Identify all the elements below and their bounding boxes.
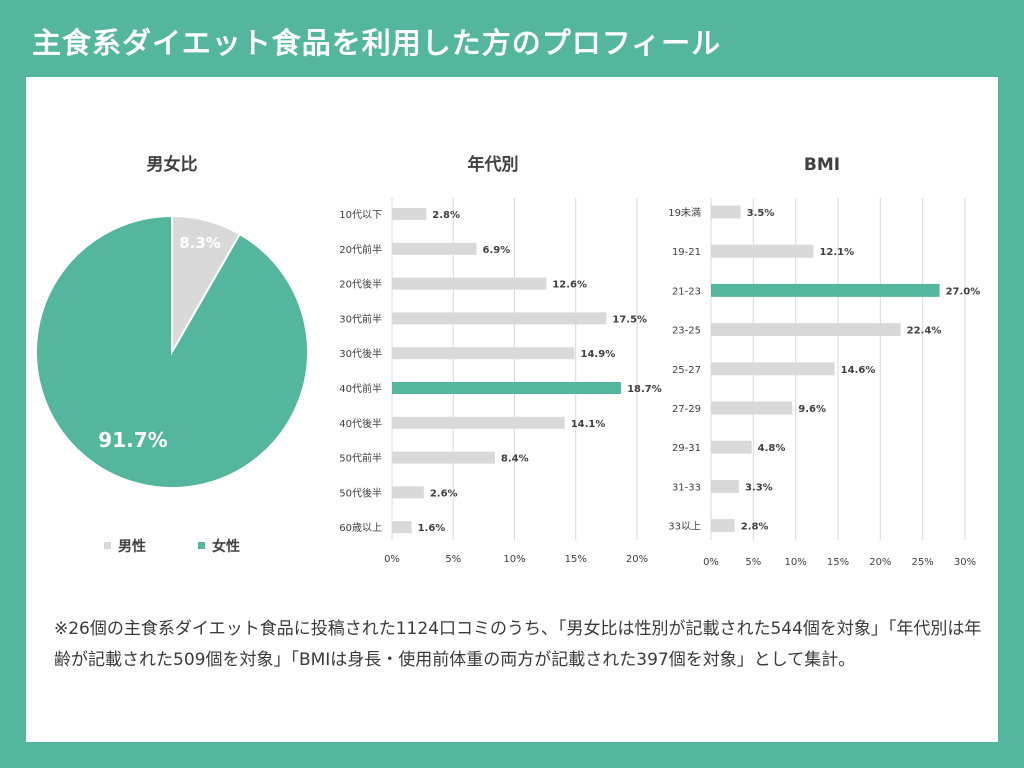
age-chart-bar-1 bbox=[392, 242, 477, 255]
bmi-chart-tick-label-3: 15% bbox=[827, 557, 849, 568]
gender-pie-chart: 男女比 8.3% 91.7% 男性 女性 bbox=[35, 154, 309, 555]
age-chart-bar-3 bbox=[392, 312, 607, 325]
age-chart-title: 年代別 bbox=[468, 154, 519, 175]
age-chart-value-label-1: 6.9% bbox=[483, 245, 511, 256]
bmi-chart-value-label-0: 3.5% bbox=[747, 208, 775, 219]
age-chart-tick-label-1: 5% bbox=[445, 554, 461, 565]
bmi-chart-category-label-4: 25-27 bbox=[672, 365, 701, 376]
age-chart-bar-9 bbox=[392, 521, 412, 534]
legend-label-1: 女性 bbox=[212, 538, 240, 555]
age-chart-value-label-3: 17.5% bbox=[612, 314, 647, 325]
age-chart-tick-label-3: 15% bbox=[565, 554, 587, 565]
age-chart-tick-label-2: 10% bbox=[503, 554, 525, 565]
footnote: ※26個の主食系ダイエット食品に投稿された1124口コミのうち、「男女比は性別が… bbox=[54, 619, 982, 670]
legend-swatch-0 bbox=[104, 542, 111, 549]
age-chart-value-label-7: 8.4% bbox=[501, 454, 529, 465]
age-chart-bar-0 bbox=[392, 208, 427, 220]
bmi-chart-tick-label-6: 30% bbox=[954, 557, 976, 568]
bmi-chart-bar-2 bbox=[711, 283, 940, 297]
pie-slice-1 bbox=[35, 214, 309, 489]
age-chart-value-label-5: 18.7% bbox=[627, 384, 662, 395]
age-chart-category-label-2: 20代後半 bbox=[339, 278, 382, 291]
bmi-chart-bar-1 bbox=[711, 244, 814, 258]
bmi-chart-tick-label-0: 0% bbox=[703, 557, 719, 568]
bmi-chart-category-label-3: 23-25 bbox=[672, 326, 701, 337]
bmi-chart-tick-label-4: 20% bbox=[869, 557, 891, 568]
bmi-chart-category-label-6: 29-31 bbox=[672, 443, 701, 454]
age-chart-bar-8 bbox=[392, 486, 424, 499]
bmi-chart-category-label-8: 33以上 bbox=[668, 521, 701, 533]
bmi-chart-value-label-5: 9.6% bbox=[798, 404, 826, 415]
bmi-chart-value-label-6: 4.8% bbox=[758, 443, 786, 454]
bmi-chart-tick-label-2: 10% bbox=[785, 557, 807, 568]
pie-label-male: 8.3% bbox=[179, 234, 221, 252]
age-chart-category-label-9: 60歳以上 bbox=[339, 522, 382, 534]
bmi-chart-tick-label-5: 25% bbox=[912, 557, 934, 568]
bmi-chart-value-label-2: 27.0% bbox=[946, 286, 981, 297]
bmi-chart-bar-6 bbox=[711, 440, 752, 454]
bmi-chart-tick-label-1: 5% bbox=[745, 557, 761, 568]
pie-label-female: 91.7% bbox=[98, 428, 167, 452]
bmi-chart-category-label-2: 21-23 bbox=[672, 286, 701, 297]
bmi-chart-bar-4 bbox=[711, 362, 835, 376]
bmi-chart-bar-3 bbox=[711, 323, 901, 337]
bmi-chart-category-label-7: 31-33 bbox=[672, 482, 701, 493]
age-chart-bar-6 bbox=[392, 416, 565, 429]
age-bar-chart: 年代別 0% 5% 10% 15% 20% 10代以下 2.8% 20代前半 6.9% 20代後半 1… bbox=[339, 154, 662, 565]
age-chart-category-label-5: 40代前半 bbox=[339, 382, 382, 395]
age-chart-category-label-1: 20代前半 bbox=[339, 243, 382, 256]
age-chart-bar-4 bbox=[392, 347, 575, 360]
legend-swatch-1 bbox=[198, 542, 205, 549]
bmi-bar-chart: BMI 0% 5% 10% 15% 20% 25% 30% 19未満 3.5% 19-21 12.1%… bbox=[668, 155, 980, 568]
age-chart-value-label-8: 2.6% bbox=[430, 488, 458, 499]
pie-title: 男女比 bbox=[147, 154, 198, 175]
bmi-chart-value-label-1: 12.1% bbox=[819, 247, 854, 258]
bmi-chart-bar-8 bbox=[711, 519, 735, 533]
bmi-chart-value-label-4: 14.6% bbox=[841, 365, 876, 376]
age-chart-value-label-2: 12.6% bbox=[552, 280, 587, 291]
age-chart-bar-5 bbox=[392, 382, 622, 394]
age-chart-category-label-8: 50代後半 bbox=[339, 486, 382, 499]
age-chart-bar-7 bbox=[392, 451, 495, 464]
age-chart-value-label-0: 2.8% bbox=[432, 210, 460, 221]
age-chart-tick-label-4: 20% bbox=[626, 554, 648, 565]
bmi-chart-bar-5 bbox=[711, 401, 793, 415]
bmi-chart-category-label-5: 27-29 bbox=[672, 404, 701, 415]
age-chart-bar-2 bbox=[392, 277, 547, 290]
bmi-chart-category-label-0: 19未満 bbox=[668, 207, 701, 219]
age-chart-value-label-9: 1.6% bbox=[418, 523, 446, 534]
age-chart-category-label-3: 30代前半 bbox=[339, 312, 382, 325]
bmi-chart-value-label-3: 22.4% bbox=[907, 326, 942, 337]
page-title: 主食系ダイエット食品を利用した方のプロフィール bbox=[32, 26, 722, 60]
age-chart-tick-label-0: 0% bbox=[384, 554, 400, 565]
age-chart-value-label-6: 14.1% bbox=[571, 419, 606, 430]
age-chart-category-label-4: 30代後半 bbox=[339, 347, 382, 360]
age-chart-category-label-0: 10代以下 bbox=[339, 209, 382, 221]
bmi-chart-value-label-7: 3.3% bbox=[745, 482, 773, 493]
bmi-chart-category-label-1: 19-21 bbox=[672, 247, 701, 258]
legend-label-0: 男性 bbox=[118, 538, 146, 555]
bmi-chart-title: BMI bbox=[804, 155, 840, 175]
bmi-chart-value-label-8: 2.8% bbox=[741, 522, 769, 533]
age-chart-category-label-6: 40代後半 bbox=[339, 417, 382, 430]
bmi-chart-bar-0 bbox=[711, 205, 741, 219]
bmi-chart-bar-7 bbox=[711, 479, 739, 493]
age-chart-value-label-4: 14.9% bbox=[581, 349, 616, 360]
age-chart-category-label-7: 50代前半 bbox=[339, 452, 382, 465]
